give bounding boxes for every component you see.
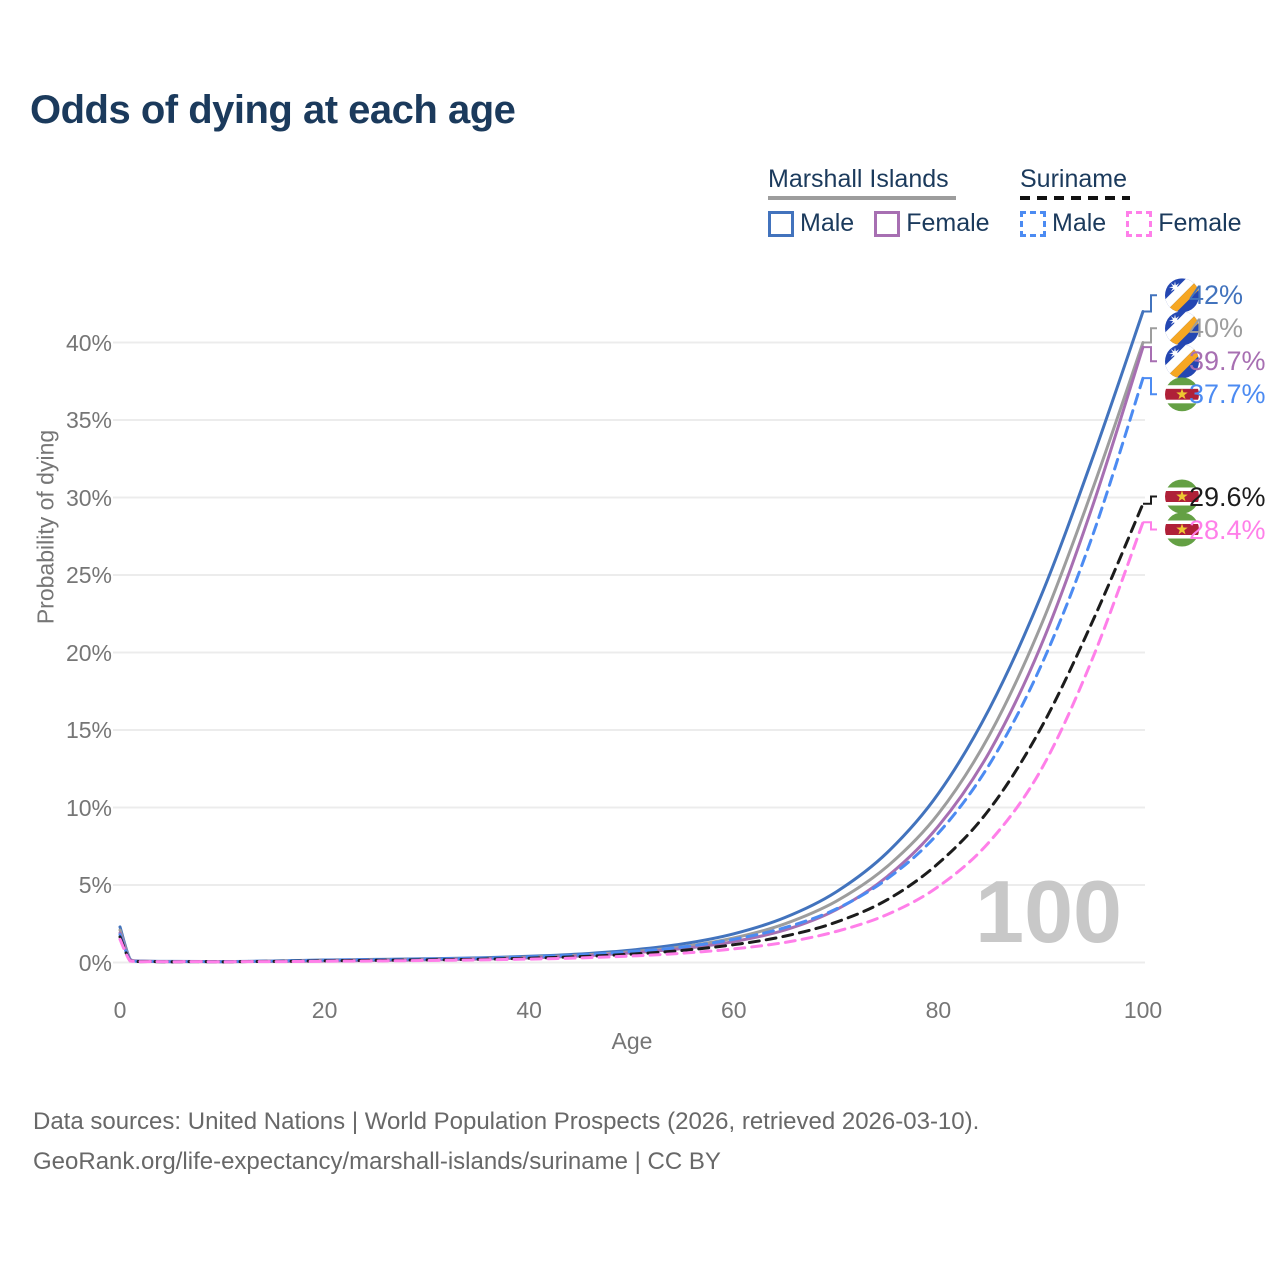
end-value-label-marshall-islands-male: 42%: [1189, 280, 1244, 311]
watermark-age: 100: [975, 862, 1122, 961]
legend-group-title[interactable]: Marshall Islands: [768, 165, 949, 193]
end-value-label-marshall-islands-female: 39.7%: [1189, 346, 1266, 377]
legend-underline-solid: [768, 196, 956, 200]
legend-group-title[interactable]: Suriname: [1020, 165, 1127, 193]
legend-checkbox-sr-male[interactable]: [1020, 210, 1046, 237]
x-tick-label: 0: [113, 997, 127, 1023]
legend-checkbox-sr-female[interactable]: [1126, 210, 1153, 237]
y-axis-title: Probability of dying: [32, 429, 59, 625]
end-label-connector: [1143, 521, 1157, 531]
suriname-flag-icon: [1165, 512, 1199, 547]
legend-item-label: Male: [800, 209, 855, 237]
y-tick-label: 0%: [78, 949, 112, 976]
end-label-connector: [1143, 346, 1157, 363]
end-value-label-suriname-male: 37.7%: [1189, 379, 1266, 410]
x-tick-label: 40: [516, 997, 542, 1023]
end-label-connector: [1143, 294, 1157, 313]
legend-group-suriname: Suriname Male Female: [1020, 165, 1262, 238]
legend-group-marshall-islands: Marshall Islands Male Female: [768, 165, 1010, 238]
x-tick-label: 100: [1123, 997, 1163, 1023]
legend-checkbox-mi-male[interactable]: [768, 210, 794, 237]
x-tick-label: 80: [925, 997, 952, 1023]
end-value-label-marshall-islands-both: 40%: [1189, 313, 1244, 344]
legend-item-label: Male: [1052, 209, 1107, 237]
y-tick-label: 30%: [65, 484, 112, 511]
y-tick-label: 10%: [65, 794, 112, 821]
series-line-suriname-female: [118, 520, 1145, 964]
y-tick-label: 40%: [65, 329, 112, 356]
legend-item-label: Female: [906, 209, 990, 237]
legend-row: Male Female: [1020, 209, 1262, 238]
y-tick-label: 15%: [65, 717, 112, 743]
end-value-label-suriname-female: 28.4%: [1189, 514, 1266, 545]
y-tick-label: 20%: [65, 639, 112, 666]
y-tick-label: 25%: [65, 562, 112, 588]
x-axis-title: Age: [611, 1028, 653, 1054]
page-title: Odds of dying at each age: [30, 88, 516, 132]
suriname-flag-icon: [1165, 479, 1199, 514]
legend-item-label: Female: [1158, 209, 1242, 237]
footer-url: GeoRank.org/life-expectancy/marshall-isl…: [33, 1148, 721, 1175]
suriname-flag-icon: [1165, 377, 1199, 412]
x-tick-label: 60: [721, 997, 747, 1023]
y-tick-label: 5%: [78, 872, 112, 898]
x-tick-label: 20: [311, 997, 338, 1023]
legend-checkbox-mi-female[interactable]: [874, 210, 901, 237]
footer-sources: Data sources: United Nations | World Pop…: [33, 1108, 980, 1135]
end-label-connector: [1143, 495, 1157, 505]
legend-row: Male Female: [768, 209, 1010, 238]
series-line-suriname-both: [118, 502, 1145, 964]
end-label-connector: [1143, 327, 1157, 344]
end-label-connector: [1143, 377, 1157, 396]
y-tick-label: 35%: [65, 407, 112, 433]
legend-underline-dashed: [1020, 196, 1130, 200]
end-value-label-suriname-both: 29.6%: [1189, 481, 1266, 512]
